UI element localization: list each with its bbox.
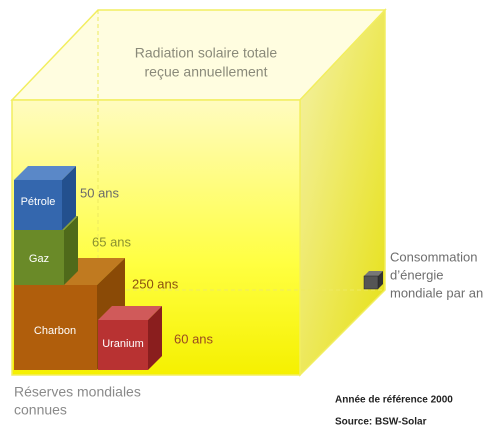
block-label: Uranium xyxy=(102,338,144,350)
consumption-side xyxy=(378,271,383,289)
title-line: reçue annuellement xyxy=(145,64,268,80)
reserves-line: Réserves mondiales xyxy=(14,384,141,400)
gaz-side xyxy=(64,216,78,285)
consumption-line: mondiale par an xyxy=(390,285,483,300)
block-label: Pétrole xyxy=(21,196,56,208)
petrole-side xyxy=(62,166,76,230)
consumption-top xyxy=(364,271,383,276)
block-duration: 65 ans xyxy=(92,234,132,249)
uranium-front xyxy=(98,320,148,370)
petrole-top xyxy=(14,166,76,180)
block-duration: 50 ans xyxy=(80,185,120,200)
block-duration: 250 ans xyxy=(132,276,179,291)
gaz-front xyxy=(14,230,64,285)
consumption-front xyxy=(363,275,379,290)
reference-year: Année de référence 2000 xyxy=(335,395,453,406)
source: Source: BSW-Solar xyxy=(335,417,427,428)
uranium-top xyxy=(98,306,162,320)
block-duration: 60 ans xyxy=(174,331,214,346)
consumption-line: d’énergie xyxy=(390,267,444,282)
block-label: Charbon xyxy=(34,325,76,337)
consumption-line: Consommation xyxy=(390,249,477,264)
uranium-side xyxy=(148,306,162,370)
reserves-line: connues xyxy=(14,402,67,418)
block-label: Gaz xyxy=(29,253,49,265)
charbon-front xyxy=(14,285,97,370)
petrole-front xyxy=(14,180,62,230)
title-line: Radiation solaire totale xyxy=(135,45,278,61)
